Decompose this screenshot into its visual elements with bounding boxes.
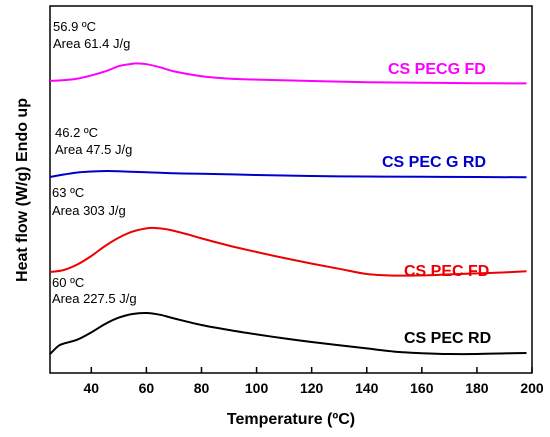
annotation-cs-pec-fd: 63 ºC Area 303 J/g [52, 185, 126, 218]
annotation-peak-temp: 46.2 ºC [55, 125, 98, 140]
series-label-cs-pecg-fd: CS PECG FD [388, 61, 486, 78]
x-tick-label: 160 [410, 380, 434, 396]
x-tick-label: 100 [245, 380, 269, 396]
series-label-cs-pec-fd: CS PEC FD [404, 263, 489, 280]
annotation-peak-temp: 63 ºC [52, 185, 84, 200]
series-line-cs-pec-rd [49, 311, 527, 356]
annotation-peak-temp: 60 ºC [52, 275, 84, 290]
x-tick-label: 80 [194, 380, 210, 396]
annotation-cs-pec-g-rd: 46.2 ºC Area 47.5 J/g [55, 125, 132, 157]
series-line-cs-pec-fd [49, 226, 527, 277]
y-axis-title: Heat flow (W/g) Endo up [14, 98, 31, 282]
x-axis-ticks: 40 60 80 100 120 140 160 180 200 [84, 367, 544, 396]
x-axis-title: Temperature (ºC) [227, 411, 355, 428]
series-group [49, 62, 527, 356]
series-line-cs-pec-g-rd [49, 169, 527, 179]
plot-frame [49, 5, 533, 374]
series-label-cs-pec-g-rd: CS PEC G RD [382, 154, 486, 171]
x-tick-label: 200 [520, 380, 544, 396]
x-tick-label: 40 [84, 380, 100, 396]
series-label-cs-pec-rd: CS PEC RD [404, 330, 491, 347]
annotation-cs-pecg-fd: 56.9 ºC Area 61.4 J/g [53, 19, 130, 51]
annotation-area: Area 303 J/g [52, 203, 126, 218]
annotation-area: Area 61.4 J/g [53, 36, 130, 51]
x-tick-label: 120 [300, 380, 324, 396]
x-tick-label: 140 [355, 380, 379, 396]
annotation-area: Area 47.5 J/g [55, 142, 132, 157]
annotation-cs-pec-rd: 60 ºC Area 227.5 J/g [52, 275, 137, 306]
annotation-area: Area 227.5 J/g [52, 291, 137, 306]
annotation-peak-temp: 56.9 ºC [53, 19, 96, 34]
x-tick-label: 180 [465, 380, 489, 396]
series-line-cs-pecg-fd [49, 62, 527, 85]
x-tick-label: 60 [139, 380, 155, 396]
